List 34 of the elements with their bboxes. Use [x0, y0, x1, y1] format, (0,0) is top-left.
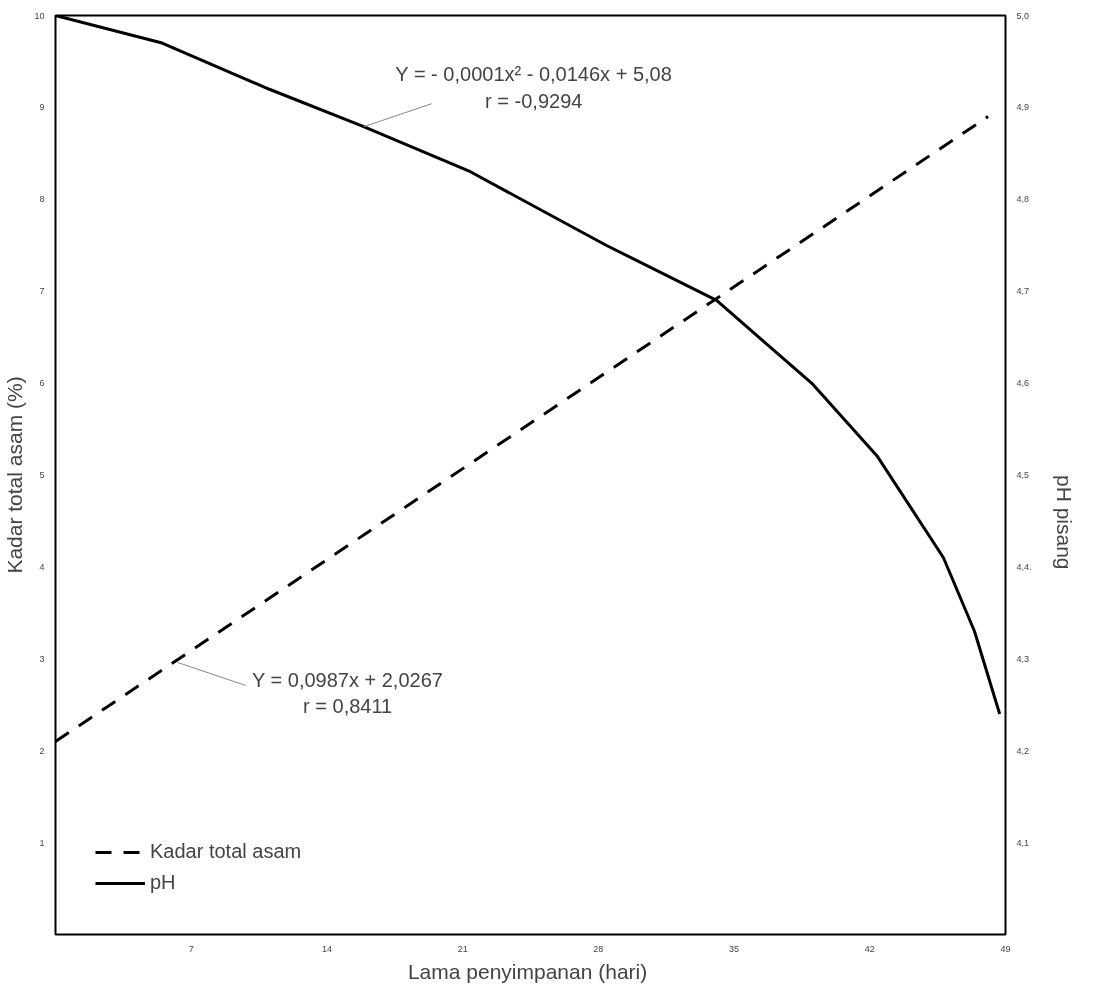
y2-tick-label: 5,0	[1016, 10, 1030, 21]
y-tick-label: 5	[39, 470, 45, 480]
y2-tick-label: 4,8	[1016, 194, 1030, 205]
y-tick-label: 10	[34, 10, 45, 21]
y2-tick-label: 4,3	[1016, 653, 1030, 664]
x-tick-label: 7	[188, 943, 194, 954]
y2-tick-label: 4,7	[1016, 286, 1030, 297]
y2-axis-title: pH pisang	[1053, 475, 1077, 570]
legend-label: Kadar total asam	[150, 840, 302, 863]
x-tick-label: 42	[864, 943, 875, 954]
annotation: Y = 0,0987x + 2,0267 r = 0,8411	[252, 669, 443, 718]
y2-tick-label: 4,6	[1016, 378, 1030, 389]
x-tick-label: 14	[321, 943, 332, 954]
y2-tick-label: 4,9	[1016, 102, 1030, 113]
y2-tick-label: 4,4.	[1016, 561, 1032, 572]
y-tick-label: 6	[39, 378, 45, 389]
legend-label: pH	[150, 871, 176, 894]
y-tick-label: 9	[39, 102, 45, 113]
annotation: Y = - 0,0001x² - 0,0146x + 5,08 r = -0,9294	[395, 63, 672, 112]
y-tick-label: 1	[39, 837, 45, 848]
x-tick-label: 21	[457, 943, 468, 954]
x-tick-label: 28	[593, 943, 604, 954]
y-tick-label: 8	[39, 194, 45, 205]
y-axis-title: Kadar total asam (%)	[3, 376, 27, 574]
y2-tick-label: 4,2	[1016, 745, 1030, 756]
y-tick-label: 4	[39, 561, 45, 572]
y-tick-label: 3	[39, 653, 45, 664]
x-tick-label: 49	[1000, 943, 1011, 954]
y2-tick-label: 4,5	[1016, 470, 1030, 480]
y-tick-label: 2	[39, 745, 45, 756]
y-tick-label: 7	[39, 286, 45, 297]
x-tick-label: 35	[729, 943, 740, 954]
y2-tick-label: 4,1	[1016, 837, 1030, 848]
x-axis-title: Lama penyimpanan (hari)	[407, 959, 648, 983]
